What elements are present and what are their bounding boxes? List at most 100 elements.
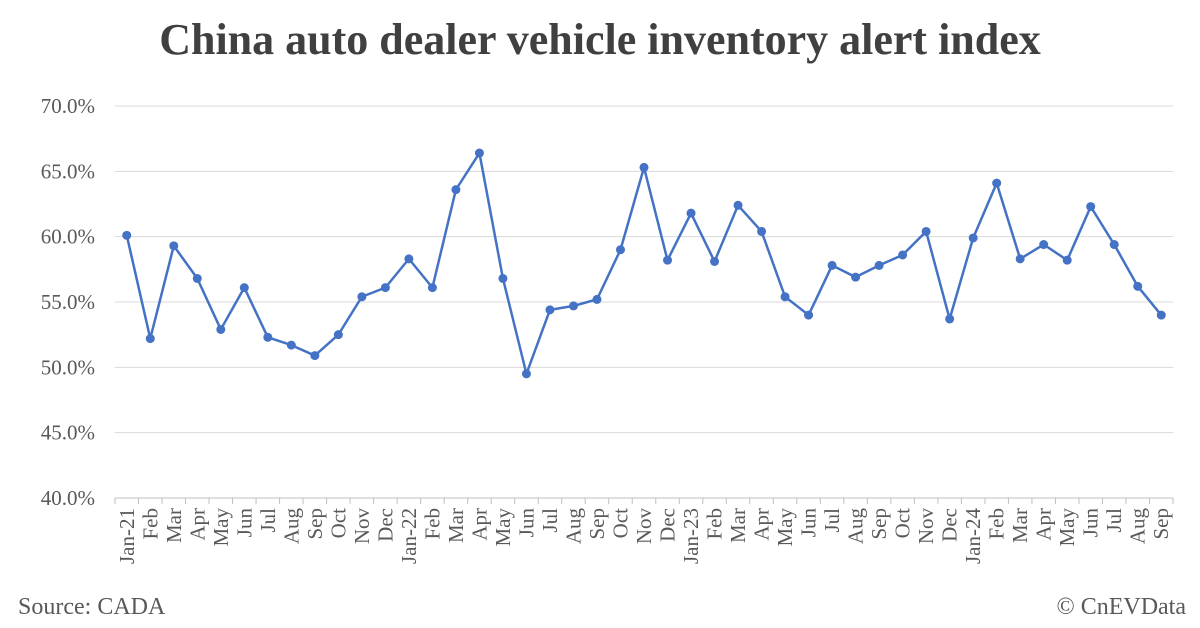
x-tick-label: Jul: [256, 508, 280, 533]
data-point: [686, 208, 696, 218]
x-tick-label: Aug: [561, 508, 585, 545]
x-tick-label: Jan-22: [397, 508, 421, 564]
x-tick-label: Sep: [1149, 508, 1173, 540]
data-point: [216, 324, 226, 334]
y-tick-label: 65.0%: [41, 159, 95, 183]
data-point: [945, 314, 955, 324]
x-tick-label: Jul: [820, 508, 844, 533]
series-inventory-index: [122, 148, 1166, 379]
y-tick-label: 45.0%: [41, 421, 95, 445]
data-point: [615, 245, 625, 255]
data-point: [968, 233, 978, 243]
x-tick-label: Dec: [373, 508, 397, 542]
x-tick-label: Nov: [914, 508, 938, 545]
x-tick-label: Apr: [467, 508, 491, 541]
data-point: [286, 340, 296, 350]
y-tick-label: 70.0%: [41, 94, 95, 118]
copyright-note: © CnEVData: [1056, 594, 1186, 620]
y-axis-ticks: 70.0% 65.0% 60.0% 55.0% 50.0% 45.0% 40.0%: [41, 94, 95, 510]
data-point: [192, 273, 202, 283]
x-tick-label: Aug: [844, 508, 868, 545]
y-tick-label: 50.0%: [41, 355, 95, 379]
data-point: [451, 185, 461, 195]
x-tick-label: Nov: [632, 508, 656, 545]
data-point: [498, 273, 508, 283]
data-point: [898, 250, 908, 260]
x-tick-label: May: [1055, 508, 1079, 547]
source-note: Source: CADA: [18, 594, 166, 620]
x-tick-label: Apr: [750, 508, 774, 541]
data-point: [874, 260, 884, 270]
x-tick-label: Jun: [1079, 508, 1103, 538]
x-tick-label: Mar: [1008, 508, 1032, 543]
x-tick-label: Sep: [585, 508, 609, 540]
data-point: [992, 178, 1002, 188]
data-point: [474, 148, 484, 158]
data-point: [1039, 240, 1049, 250]
x-tick-label: Oct: [326, 508, 350, 538]
data-point: [851, 272, 861, 282]
data-point: [639, 162, 649, 172]
data-point: [568, 301, 578, 311]
x-tick-label: Jul: [1102, 508, 1126, 533]
x-tick-label: Oct: [608, 508, 632, 538]
x-tick-label: Jun: [232, 508, 256, 538]
y-tick-label: 60.0%: [41, 225, 95, 249]
x-tick-label: Nov: [350, 508, 374, 545]
x-tick-label: Jan-24: [961, 508, 985, 564]
data-point: [145, 334, 155, 344]
x-tick-label: Feb: [138, 508, 162, 540]
x-tick-label: Jul: [538, 508, 562, 533]
x-tick-label: Jan-23: [679, 508, 703, 564]
y-tick-label: 55.0%: [41, 290, 95, 314]
x-tick-label: Apr: [185, 508, 209, 541]
y-tick-label: 40.0%: [41, 486, 95, 510]
data-point: [757, 226, 767, 236]
data-point: [169, 241, 179, 251]
data-point: [263, 332, 273, 342]
x-tick-label: Jan-21: [115, 508, 139, 564]
data-point: [1015, 254, 1025, 264]
x-tick-label: Oct: [891, 508, 915, 538]
x-tick-label: Aug: [1126, 508, 1150, 545]
data-point: [404, 254, 414, 264]
x-tick-label: Mar: [162, 508, 186, 543]
data-point: [239, 283, 249, 293]
x-tick-label: Mar: [444, 508, 468, 543]
data-point: [733, 200, 743, 210]
data-point: [380, 283, 390, 293]
data-point: [804, 310, 814, 320]
chart-title: China auto dealer vehicle inventory aler…: [159, 15, 1041, 64]
data-point: [592, 294, 602, 304]
x-axis-ticks: Jan-21 Feb Mar Apr May Jun Jul Aug Sep Oct Nov Dec J…: [114, 498, 1174, 564]
data-point: [357, 292, 367, 302]
data-point: [780, 292, 790, 302]
data-point: [333, 330, 343, 340]
data-point: [427, 283, 437, 293]
data-point: [310, 351, 320, 361]
x-tick-label: May: [773, 508, 797, 547]
x-tick-label: Feb: [703, 508, 727, 540]
x-tick-label: May: [209, 508, 233, 547]
data-point: [1133, 281, 1143, 291]
x-tick-label: Sep: [867, 508, 891, 540]
data-point: [1109, 240, 1119, 250]
data-point: [710, 256, 720, 266]
x-tick-label: Jun: [514, 508, 538, 538]
x-tick-label: Dec: [656, 508, 680, 542]
data-point: [1062, 255, 1072, 265]
data-point: [122, 230, 132, 240]
data-point: [921, 226, 931, 236]
data-point: [1156, 310, 1166, 320]
data-point: [663, 255, 673, 265]
x-tick-label: Jun: [797, 508, 821, 538]
series-line: [125, 151, 1163, 376]
data-point: [827, 260, 837, 270]
x-tick-label: May: [491, 508, 515, 547]
x-tick-label: Feb: [985, 508, 1009, 540]
x-tick-label: Apr: [1032, 508, 1056, 541]
data-point: [1086, 202, 1096, 212]
x-tick-label: Feb: [420, 508, 444, 540]
